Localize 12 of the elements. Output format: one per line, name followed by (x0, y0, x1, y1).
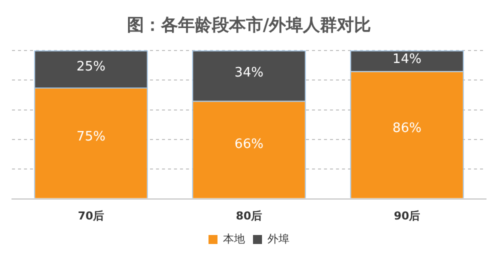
x-tick-label: 80后 (236, 209, 262, 222)
chart-title: 图：各年龄段本市/外埠人群对比 (126, 16, 372, 36)
legend-label: 本地 (223, 232, 245, 246)
data-label: 75% (76, 130, 106, 145)
x-tick-label: 90后 (394, 209, 420, 222)
data-label: 86% (392, 120, 422, 136)
x-tick-label: 70后 (78, 209, 104, 222)
data-label: 14% (392, 52, 422, 68)
data-label: 66% (234, 137, 264, 152)
data-label: 25% (76, 59, 106, 74)
legend-label: 外埠 (268, 232, 290, 246)
data-label: 34% (234, 65, 264, 80)
